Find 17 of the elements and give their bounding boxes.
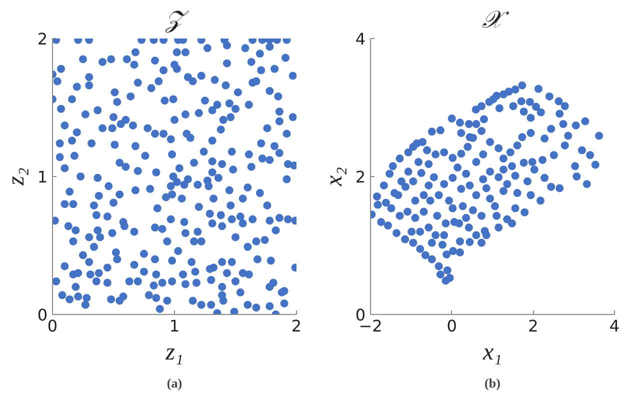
x-tick-label: 2 [528,316,538,336]
text: (b) [484,376,500,390]
text: (a) [166,376,182,390]
chart-title: 𝒵 [164,8,190,34]
x-tick-label: 2 [291,316,302,336]
x-axis-title: z₁ [164,340,184,366]
y-tick-label: 4 [355,30,366,48]
y-axis-title: z₂ [3,168,30,186]
y-tick-label: 1 [37,168,48,186]
y-tick-label: 2 [37,30,48,48]
y-axis-title: x₂ [321,167,348,187]
x-tick-label: 1 [169,316,180,336]
x-axis-title: x₁ [482,340,502,366]
x-tick-label: 4 [609,316,620,336]
x-tick-label: 0 [446,316,457,336]
y-tick-label: 2 [355,168,366,186]
chart-title: 𝒳 [482,8,510,34]
